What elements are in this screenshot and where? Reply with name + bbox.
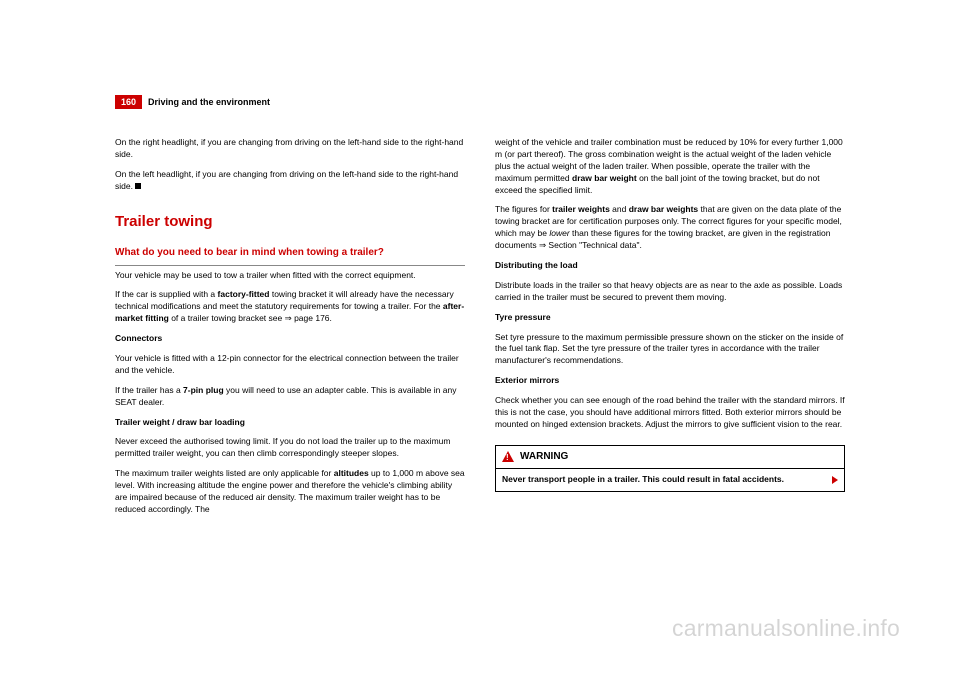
warning-header: WARNING — [496, 446, 844, 469]
warning-text: Never transport people in a trailer. Thi… — [502, 474, 784, 486]
sub-heading: Connectors — [115, 333, 465, 345]
warning-label: WARNING — [520, 450, 568, 464]
sub-heading: Trailer weight / draw bar loading — [115, 417, 465, 429]
warning-triangle-icon — [502, 451, 514, 462]
header-title: Driving and the environment — [148, 97, 270, 107]
end-of-section-icon — [135, 183, 141, 189]
watermark-text: carmanualsonline.info — [672, 615, 900, 642]
subsection-title: What do you need to bear in mind when to… — [115, 246, 465, 266]
page-number: 160 — [115, 95, 142, 109]
left-column: On the right headlight, if you are chang… — [115, 137, 465, 524]
body-text: The maximum trailer weights listed are o… — [115, 468, 465, 516]
content-columns: On the right headlight, if you are chang… — [115, 137, 845, 524]
continue-arrow-icon — [832, 476, 838, 484]
body-text: Your vehicle is fitted with a 12-pin con… — [115, 353, 465, 377]
body-text: Check whether you can see enough of the … — [495, 395, 845, 431]
body-text: Never exceed the authorised towing limit… — [115, 436, 465, 460]
body-text: Distribute loads in the trailer so that … — [495, 280, 845, 304]
body-text: The figures for trailer weights and draw… — [495, 204, 845, 252]
body-text: Set tyre pressure to the maximum permiss… — [495, 332, 845, 368]
sub-heading: Tyre pressure — [495, 312, 845, 324]
sub-heading: Exterior mirrors — [495, 375, 845, 387]
body-text: weight of the vehicle and trailer combin… — [495, 137, 845, 196]
body-text: Your vehicle may be used to tow a traile… — [115, 270, 465, 282]
right-column: weight of the vehicle and trailer combin… — [495, 137, 845, 524]
body-text: If the trailer has a 7-pin plug you will… — [115, 385, 465, 409]
body-text: On the left headlight, if you are changi… — [115, 169, 465, 193]
warning-box: WARNING Never transport people in a trai… — [495, 445, 845, 492]
warning-body: Never transport people in a trailer. Thi… — [496, 469, 844, 491]
body-text: If the car is supplied with a factory-fi… — [115, 289, 465, 325]
page-header: 160 Driving and the environment — [115, 95, 845, 109]
body-text: On the right headlight, if you are chang… — [115, 137, 465, 161]
section-title: Trailer towing — [115, 211, 465, 232]
sub-heading: Distributing the load — [495, 260, 845, 272]
manual-page: 160 Driving and the environment On the r… — [0, 0, 960, 564]
